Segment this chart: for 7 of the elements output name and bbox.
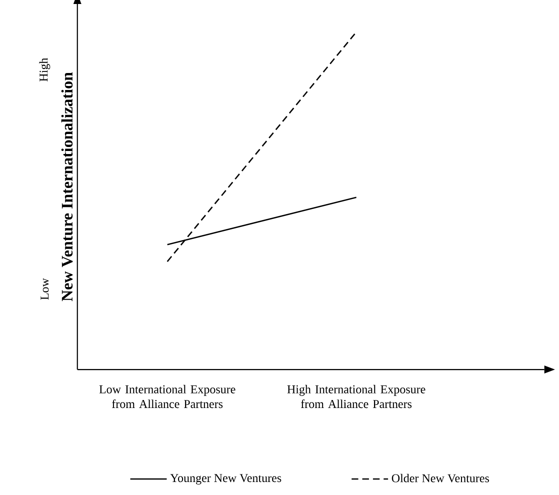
text: Low bbox=[40, 278, 49, 300]
x-tick-label: Low International Exposure from Alliance Partners bbox=[99, 384, 236, 408]
text: High bbox=[39, 58, 50, 82]
legend-label: Older New Ventures bbox=[392, 474, 490, 482]
y-axis-title: New Venture Internationalization bbox=[61, 72, 73, 302]
x-tick-label: High International Exposure from Alliance Partners bbox=[287, 384, 426, 408]
legend-label: Younger New Ventures bbox=[170, 474, 282, 485]
